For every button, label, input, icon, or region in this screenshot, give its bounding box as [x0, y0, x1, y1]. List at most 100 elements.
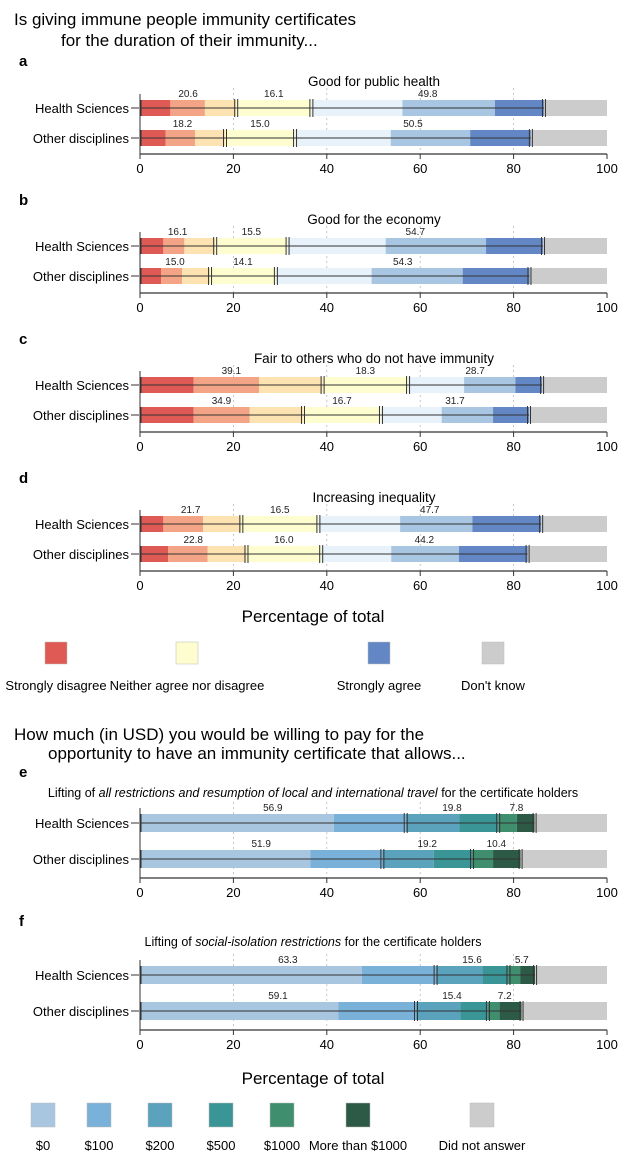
- bar-segment: [543, 100, 607, 116]
- panel-d: d Increasing inequality Health Sciences 21.…: [19, 470, 618, 593]
- group-value-label: 16.7: [332, 396, 352, 407]
- legend-swatch: [147, 1102, 173, 1128]
- x-tick-label: 0: [136, 578, 143, 593]
- x-tick-label: 80: [506, 885, 520, 900]
- bar-segment: [521, 1002, 607, 1020]
- panel-letter: e: [19, 764, 27, 781]
- group-value-label: 21.7: [181, 505, 201, 516]
- x-tick-label: 80: [506, 578, 520, 593]
- legend-swatch: [44, 641, 68, 665]
- section2-title-line2: opportunity to have an immunity certific…: [48, 744, 466, 763]
- panel-title: Good for the economy: [307, 212, 441, 227]
- group-value-label: 20.6: [178, 89, 198, 100]
- legend-swatch: [30, 1102, 56, 1128]
- x-tick-label: 60: [413, 161, 427, 176]
- bar-segment: [542, 377, 607, 393]
- x-tick-label: 40: [320, 439, 334, 454]
- x-tick-label: 0: [136, 439, 143, 454]
- group-value-label: 7.2: [498, 991, 512, 1002]
- group-value-label: 18.3: [356, 366, 376, 377]
- panel-letter: c: [19, 331, 27, 348]
- group-value-label: 22.8: [184, 535, 204, 546]
- category-label: Other disciplines: [33, 1004, 130, 1019]
- group-value-label: 51.9: [251, 839, 271, 850]
- legend-label: $1000: [264, 1138, 300, 1153]
- panel-e: e Lifting of all restrictions and resumpt…: [19, 764, 618, 900]
- x-tick-label: 40: [320, 300, 334, 315]
- x-tick-label: 20: [226, 300, 240, 315]
- x-tick-label: 60: [413, 439, 427, 454]
- category-label: Health Sciences: [35, 816, 129, 831]
- group-value-label: 15.4: [442, 991, 462, 1002]
- category-label: Health Sciences: [35, 378, 129, 393]
- category-label: Health Sciences: [35, 101, 129, 116]
- x-tick-label: 80: [506, 1037, 520, 1052]
- x-tick-label: 100: [596, 161, 618, 176]
- bar-segment: [543, 238, 607, 254]
- group-value-label: 15.6: [462, 955, 482, 966]
- x-tick-label: 40: [320, 578, 334, 593]
- legend-label: Strongly disagree: [5, 678, 106, 693]
- section2-title-line1: How much (in USD) you would be willing t…: [14, 725, 424, 744]
- x-tick-label: 60: [413, 1037, 427, 1052]
- x-tick-label: 0: [136, 885, 143, 900]
- group-value-label: 18.2: [173, 119, 193, 130]
- panels: a Good for public health Health Sciences 20…: [19, 53, 618, 1052]
- section1-title-line2: for the duration of their immunity...: [61, 31, 318, 50]
- x-tick-label: 40: [320, 1037, 334, 1052]
- group-value-label: 59.1: [268, 991, 288, 1002]
- panel-letter: b: [19, 192, 28, 209]
- bar-segment: [534, 814, 607, 832]
- panel-title: Increasing inequality: [312, 490, 435, 505]
- x-tick-label: 80: [506, 439, 520, 454]
- bar-segment: [530, 130, 607, 146]
- group-value-label: 10.4: [487, 839, 507, 850]
- group-value-label: 16.1: [168, 227, 188, 238]
- category-label: Health Sciences: [35, 239, 129, 254]
- legend-swatch: [469, 1102, 495, 1128]
- panel-letter: f: [19, 913, 25, 930]
- bar-segment: [527, 546, 607, 562]
- group-value-label: 39.1: [222, 366, 242, 377]
- x-tick-label: 0: [136, 161, 143, 176]
- group-value-label: 28.7: [465, 366, 485, 377]
- legend-label: $200: [146, 1138, 175, 1153]
- panel-b: b Good for the economy Health Sciences 16.1…: [19, 192, 618, 315]
- category-label: Other disciplines: [33, 131, 130, 146]
- group-value-label: 50.5: [403, 119, 423, 130]
- bar-segment: [529, 407, 607, 423]
- x-tick-label: 20: [226, 885, 240, 900]
- legend-swatch: [208, 1102, 234, 1128]
- x-tick-label: 0: [136, 300, 143, 315]
- group-value-label: 54.7: [406, 227, 426, 238]
- x-tick-label: 20: [226, 1037, 240, 1052]
- group-value-label: 14.1: [233, 257, 253, 268]
- bar-segment: [541, 516, 607, 532]
- legend-swatch: [481, 641, 505, 665]
- group-value-label: 16.0: [274, 535, 294, 546]
- x-tick-label: 0: [136, 1037, 143, 1052]
- x-tick-label: 80: [506, 300, 520, 315]
- group-value-label: 47.7: [420, 505, 440, 516]
- x-tick-label: 60: [413, 578, 427, 593]
- legend-label: Strongly agree: [337, 678, 422, 693]
- group-value-label: 54.3: [393, 257, 413, 268]
- legend-agreement: Strongly disagree Neither agree nor disag…: [5, 641, 526, 693]
- category-label: Other disciplines: [33, 408, 130, 423]
- group-value-label: 19.2: [417, 839, 437, 850]
- panel-f: f Lifting of social-isolation restriction…: [19, 913, 618, 1052]
- group-value-label: 19.8: [442, 803, 462, 814]
- section2-xlabel: Percentage of total: [242, 1069, 385, 1088]
- panel-title: Lifting of social-isolation restrictions…: [145, 935, 482, 949]
- group-value-label: 49.8: [418, 89, 438, 100]
- legend-swatch: [175, 641, 199, 665]
- group-value-label: 16.5: [270, 505, 290, 516]
- x-tick-label: 100: [596, 439, 618, 454]
- x-tick-label: 100: [596, 300, 618, 315]
- x-tick-label: 80: [506, 161, 520, 176]
- legend-label: Don't know: [461, 678, 526, 693]
- panel-letter: a: [19, 53, 28, 70]
- x-tick-label: 40: [320, 161, 334, 176]
- legend-label: Did not answer: [439, 1138, 526, 1153]
